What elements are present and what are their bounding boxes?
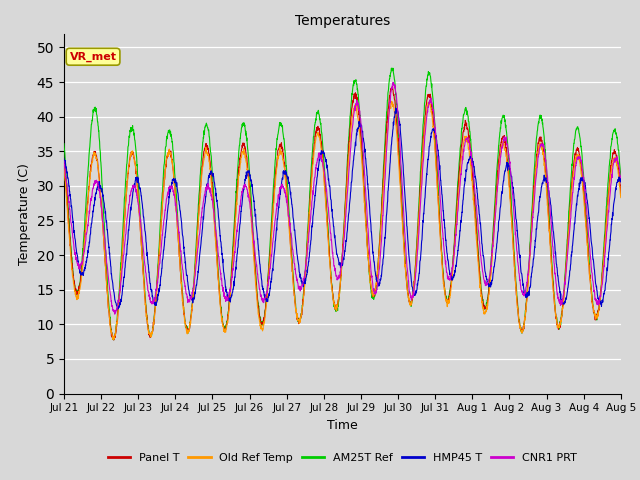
Y-axis label: Temperature (C): Temperature (C) [18, 163, 31, 264]
Title: Temperatures: Temperatures [295, 14, 390, 28]
Text: VR_met: VR_met [70, 51, 116, 62]
X-axis label: Time: Time [327, 419, 358, 432]
Legend: Panel T, Old Ref Temp, AM25T Ref, HMP45 T, CNR1 PRT: Panel T, Old Ref Temp, AM25T Ref, HMP45 … [104, 448, 581, 467]
